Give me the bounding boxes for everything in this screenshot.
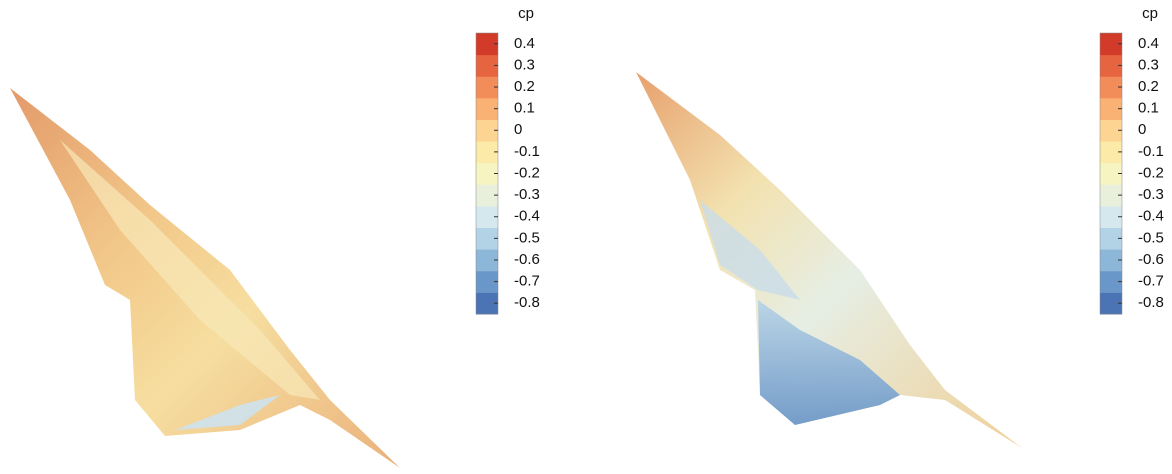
figure: cp 0.4 0.3 0.2 0.1 0 -0.1 -0.2 -0.3 -0.4 -0.5 -0.6 -… [0,0,1172,474]
colorbar-tick-label: 0.4 [514,35,535,52]
colorbar-label: cp [1142,5,1158,22]
colorbar-label: cp [518,5,534,22]
colorbar-tick-label: -0.4 [1138,208,1164,225]
colorbar-tick-label: 0.4 [1138,35,1159,52]
colorbar-tick-label: -0.7 [1138,273,1164,290]
right-wing [636,72,1022,448]
colorbar-tick-label: -0.1 [1138,143,1164,160]
colorbar-tick-label: -0.1 [514,143,540,160]
colorbar-tick-label: -0.5 [1138,229,1164,246]
colorbar-tick-label: 0 [1138,121,1146,138]
colorbar-tick-label: 0.2 [1138,78,1159,95]
left-wing [10,88,400,468]
colorbar-tick-label: -0.3 [1138,186,1164,203]
colorbar-tick-label: -0.3 [514,186,540,203]
colorbar-tick-label: -0.2 [1138,164,1164,181]
colorbar-tick-label: -0.6 [1138,251,1164,268]
colorbar-tick-label: 0.1 [514,100,535,117]
colorbar-tick-label: -0.4 [514,208,540,225]
colorbar-tick-label: -0.8 [514,294,540,311]
colorbar-tick-label: -0.8 [1138,294,1164,311]
colorbar-tick-label: 0.2 [514,78,535,95]
colorbar-tick-label: -0.6 [514,251,540,268]
colorbar-tick-label: 0.3 [514,56,535,73]
colorbar-tick-label: -0.7 [514,273,540,290]
colorbar-tick-label: 0.1 [1138,100,1159,117]
colorbar-tick-label: -0.2 [514,164,540,181]
colorbar-tick-label: 0 [514,121,522,138]
colorbar-tick-label: -0.5 [514,229,540,246]
colorbar-tick-label: 0.3 [1138,56,1159,73]
